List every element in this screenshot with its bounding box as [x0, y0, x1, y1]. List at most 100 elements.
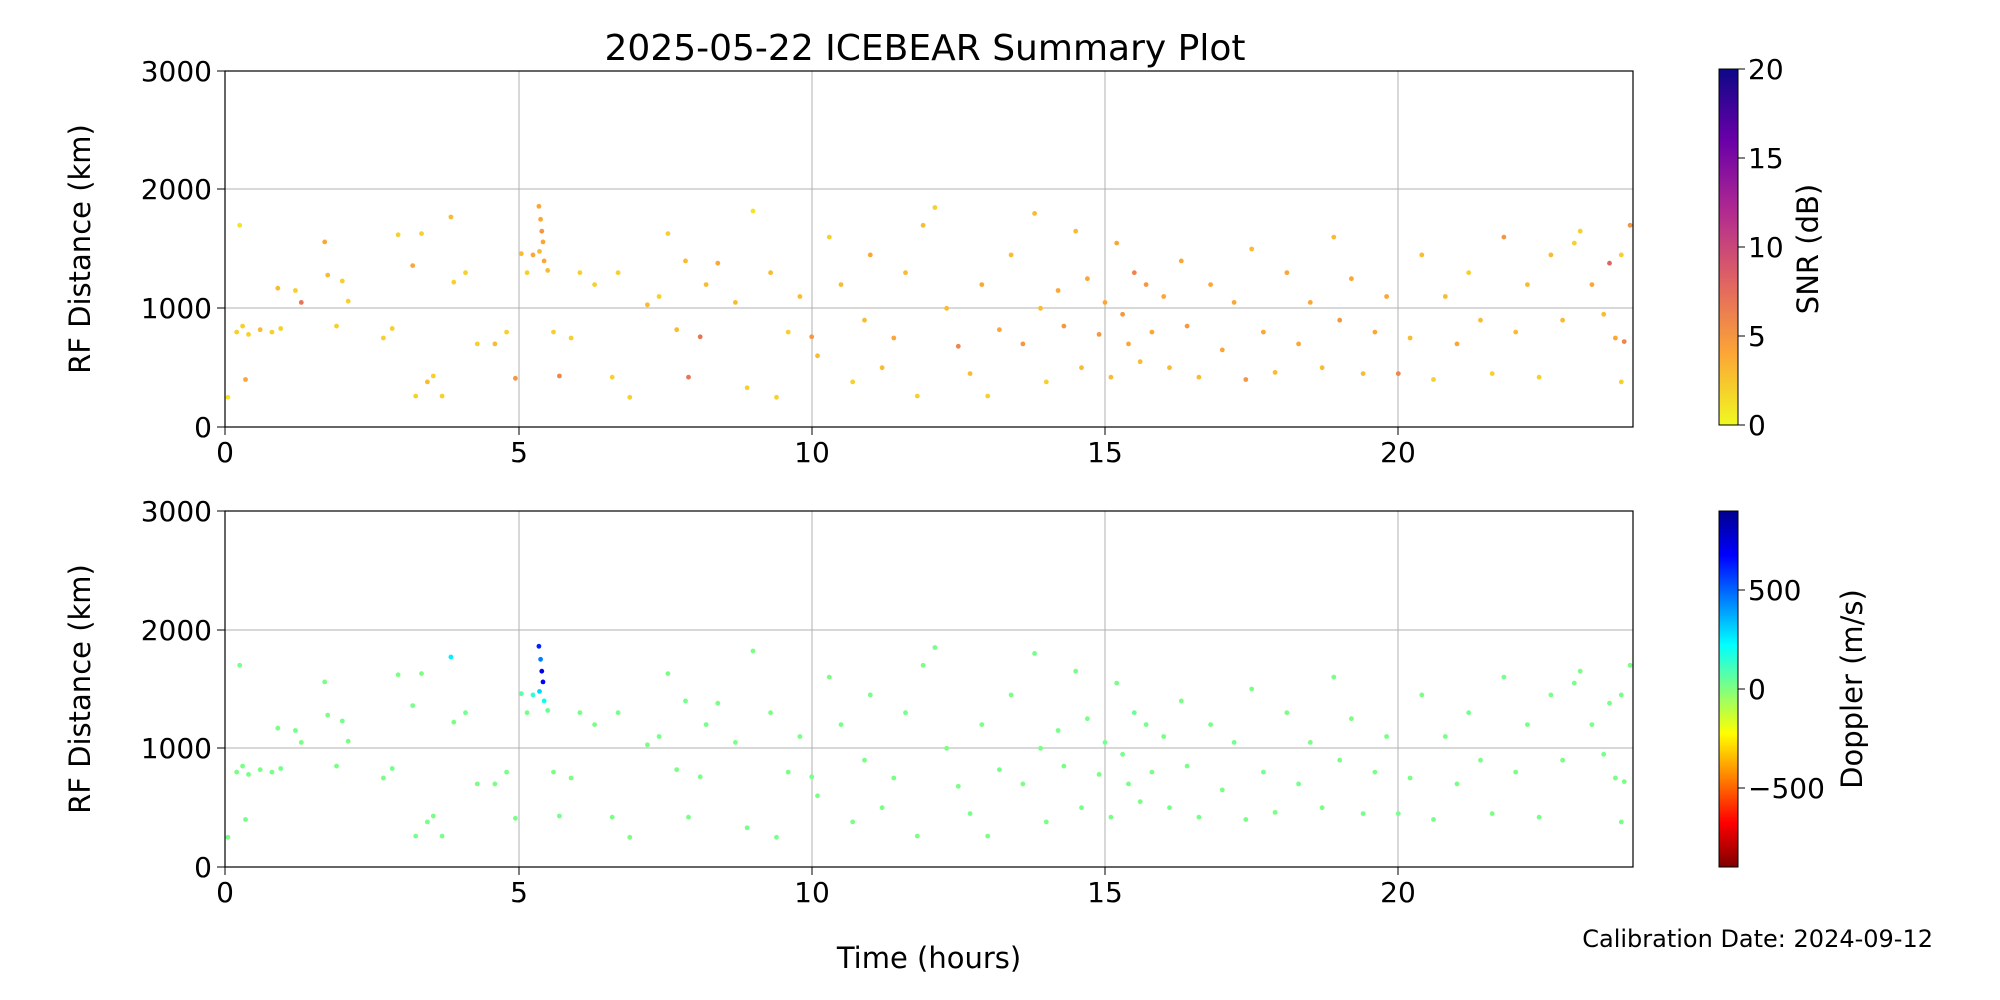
- doppler-point-3: [240, 763, 246, 769]
- doppler-point-95: [1085, 716, 1090, 722]
- snr-point-93: [1073, 228, 1079, 234]
- snr-point-29: [474, 341, 480, 347]
- doppler-point-93: [1073, 668, 1079, 674]
- snr-point-106: [1161, 294, 1167, 299]
- snr-plot-frame: [224, 70, 1634, 428]
- doppler-point-18: [389, 766, 395, 771]
- snr-point-44: [557, 373, 562, 379]
- doppler-colorbar: −500 0 500 Doppler (m/s): [1718, 510, 1869, 868]
- doppler-point-71: [850, 819, 856, 825]
- doppler-point-113: [1231, 740, 1237, 745]
- snr-point-20: [410, 263, 416, 268]
- doppler-point-27: [451, 719, 457, 725]
- snr-point-15: [339, 278, 345, 284]
- snr-x-tick-15: 15: [1087, 436, 1123, 469]
- doppler-point-65: [785, 769, 791, 775]
- doppler-point-20: [410, 703, 416, 708]
- snr-point-37: [538, 216, 543, 222]
- snr-cb-tick-0: 0: [1748, 409, 1766, 442]
- doppler-point-8: [278, 766, 284, 771]
- snr-point-48: [609, 374, 615, 380]
- snr-point-14: [334, 323, 339, 329]
- snr-point-74: [879, 365, 885, 371]
- snr-point-103: [1137, 359, 1143, 365]
- doppler-point-15: [339, 718, 345, 724]
- snr-point-108: [1178, 258, 1184, 264]
- doppler-point-91: [1055, 728, 1061, 733]
- doppler-point-107: [1167, 805, 1172, 811]
- doppler-point-17: [381, 775, 386, 781]
- snr-point-4: [246, 332, 251, 337]
- snr-point-94: [1079, 365, 1084, 371]
- snr-point-98: [1108, 374, 1114, 380]
- snr-point-60: [733, 300, 738, 305]
- doppler-point-109: [1184, 763, 1190, 769]
- snr-point-81: [955, 343, 961, 349]
- doppler-point-69: [826, 674, 832, 680]
- doppler-point-100: [1120, 751, 1125, 757]
- snr-y-tick-1000: 1000: [141, 292, 212, 325]
- x-axis-label: Time (hours): [836, 941, 1021, 975]
- snr-point-150: [1621, 339, 1627, 344]
- doppler-point-66: [797, 734, 803, 739]
- snr-point-142: [1560, 317, 1565, 323]
- snr-point-130: [1419, 252, 1425, 258]
- doppler-point-1: [234, 769, 240, 775]
- snr-x-tick-10: 10: [794, 436, 830, 469]
- doppler-point-127: [1384, 734, 1389, 739]
- snr-point-67: [809, 334, 815, 340]
- snr-point-77: [914, 393, 920, 399]
- doppler-point-85: [997, 767, 1002, 773]
- doppler-point-52: [656, 734, 662, 739]
- snr-point-25: [439, 393, 445, 399]
- snr-point-99: [1114, 240, 1120, 246]
- snr-point-134: [1466, 270, 1472, 276]
- doppler-point-103: [1137, 799, 1143, 805]
- snr-point-72: [862, 317, 867, 323]
- snr-point-56: [686, 374, 691, 380]
- snr-point-146: [1601, 311, 1607, 317]
- doppler-point-111: [1208, 722, 1213, 727]
- doppler-point-98: [1108, 814, 1114, 820]
- snr-y-tick-0: 0: [194, 411, 212, 444]
- doppler-point-89: [1038, 745, 1043, 751]
- snr-point-32: [513, 375, 518, 381]
- snr-point-138: [1513, 329, 1519, 335]
- doppler-point-116: [1261, 769, 1266, 775]
- doppler-point-151: [1627, 662, 1633, 668]
- doppler-point-70: [838, 722, 844, 727]
- doppler-point-11: [298, 740, 304, 745]
- doppler-point-80: [944, 745, 949, 751]
- doppler-point-148: [1613, 775, 1618, 781]
- snr-point-151: [1627, 222, 1633, 228]
- snr-point-24: [430, 373, 436, 379]
- doppler-point-22: [419, 671, 424, 676]
- doppler-x-ticks: 0 5 10 15 20: [216, 867, 1416, 909]
- snr-point-18: [389, 326, 395, 331]
- snr-point-129: [1407, 335, 1413, 341]
- doppler-point-46: [577, 710, 583, 716]
- snr-point-52: [656, 294, 662, 299]
- snr-point-53: [665, 231, 671, 237]
- doppler-point-21: [413, 833, 419, 839]
- snr-point-128: [1395, 371, 1401, 376]
- snr-point-26: [448, 214, 454, 220]
- snr-point-120: [1307, 300, 1313, 305]
- snr-point-124: [1349, 276, 1354, 282]
- doppler-point-130: [1419, 692, 1425, 698]
- doppler-point-83: [979, 722, 985, 727]
- doppler-point-92: [1061, 763, 1067, 769]
- snr-point-39: [540, 239, 546, 245]
- doppler-cb-tick-neg500: −500: [1748, 772, 1825, 805]
- doppler-point-54: [674, 767, 680, 773]
- snr-point-152: [1618, 379, 1624, 385]
- doppler-point-6: [257, 767, 263, 773]
- doppler-point-143: [1571, 680, 1577, 686]
- snr-point-145: [1589, 282, 1595, 287]
- snr-point-136: [1489, 371, 1495, 376]
- doppler-x-tick-0: 0: [216, 876, 234, 909]
- doppler-point-120: [1307, 740, 1313, 745]
- doppler-point-76: [903, 710, 908, 716]
- doppler-point-145: [1589, 722, 1595, 727]
- snr-point-144: [1577, 228, 1583, 234]
